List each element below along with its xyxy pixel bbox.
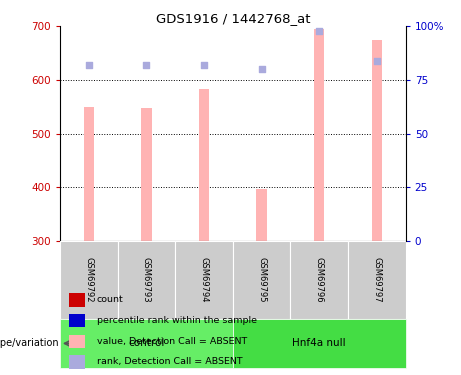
Text: control: control — [128, 338, 165, 348]
Bar — [118, 241, 175, 320]
Text: percentile rank within the sample: percentile rank within the sample — [97, 316, 257, 325]
Text: Hnf4a null: Hnf4a null — [292, 338, 346, 348]
Text: GSM69797: GSM69797 — [372, 257, 381, 303]
Text: value, Detection Call = ABSENT: value, Detection Call = ABSENT — [97, 337, 247, 346]
Bar — [233, 241, 290, 320]
Text: GSM69795: GSM69795 — [257, 257, 266, 303]
Point — [373, 58, 381, 64]
Point — [142, 62, 150, 68]
Text: rank, Detection Call = ABSENT: rank, Detection Call = ABSENT — [97, 357, 242, 366]
Text: GSM69796: GSM69796 — [315, 257, 324, 303]
Bar — [256, 189, 267, 241]
Title: GDS1916 / 1442768_at: GDS1916 / 1442768_at — [155, 12, 310, 25]
Text: count: count — [97, 296, 124, 304]
Bar — [83, 106, 94, 241]
Bar — [60, 241, 118, 320]
Bar — [314, 29, 325, 241]
Bar — [60, 320, 233, 368]
Bar — [372, 40, 382, 241]
Point — [258, 66, 266, 72]
Bar — [199, 89, 209, 241]
Bar — [175, 241, 233, 320]
Text: GSM69793: GSM69793 — [142, 257, 151, 303]
Point — [200, 62, 207, 68]
Bar — [233, 320, 406, 368]
Text: GSM69794: GSM69794 — [200, 257, 208, 303]
Text: genotype/variation: genotype/variation — [0, 338, 59, 348]
Text: GSM69792: GSM69792 — [84, 257, 93, 303]
Point — [315, 27, 323, 33]
Bar — [348, 241, 406, 320]
Bar — [290, 241, 348, 320]
Bar — [141, 108, 152, 241]
Point — [85, 62, 92, 68]
